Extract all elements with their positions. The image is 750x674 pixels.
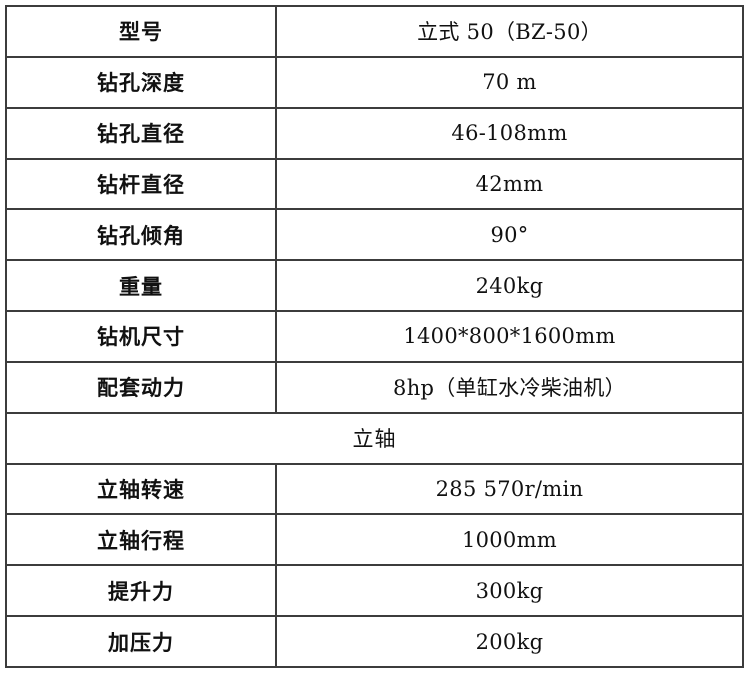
table-row: 立轴转速 285 570r/min [5,462,744,516]
table-row: 钻孔直径 46-108mm [5,106,744,160]
parameter-label-cell: 立轴行程 [5,513,277,567]
parameter-value-cell: 300kg [275,564,744,618]
table-row: 型号 立式 50（BZ-50） [5,5,744,58]
parameter-value-cell: 90° [275,208,744,262]
section-header-cell: 立轴 [5,411,744,465]
table-row: 钻孔倾角 90° [5,208,744,262]
parameter-label-cell: 钻杆直径 [5,157,277,211]
parameter-label-cell: 型号 [5,5,277,58]
table-row: 配套动力 8hp（单缸水冷柴油机） [5,360,744,414]
table-row: 钻机尺寸 1400*800*1600mm [5,310,744,363]
parameter-label-cell: 钻孔倾角 [5,208,277,262]
parameter-label-cell: 钻机尺寸 [5,310,277,363]
parameter-value-cell: 200kg [275,615,744,668]
parameter-label-cell: 钻孔直径 [5,106,277,160]
parameter-label-cell: 配套动力 [5,360,277,414]
parameter-value-cell: 42mm [275,157,744,211]
parameter-label-cell: 重量 [5,259,277,313]
parameter-value-cell: 70 m [275,55,744,109]
table-row: 立轴行程 1000mm [5,513,744,567]
parameter-label-cell: 钻孔深度 [5,55,277,109]
specification-table-container: 型号 立式 50（BZ-50） 钻孔深度 70 m 钻孔直径 46-108mm 钻杆直径 42… [5,5,744,668]
parameter-value-cell: 1400*800*1600mm [275,310,744,363]
parameter-value-cell: 285 570r/min [275,462,744,516]
table-row: 钻杆直径 42mm [5,157,744,211]
parameter-value-cell: 立式 50（BZ-50） [275,5,744,58]
table-row: 重量 240kg [5,259,744,313]
table-section-row: 立轴 [5,411,744,465]
table-row: 提升力 300kg [5,564,744,618]
parameter-label-cell: 加压力 [5,615,277,668]
table-body: 型号 立式 50（BZ-50） 钻孔深度 70 m 钻孔直径 46-108mm 钻杆直径 42… [5,5,744,668]
parameter-value-cell: 1000mm [275,513,744,567]
parameter-label-cell: 提升力 [5,564,277,618]
parameter-value-cell: 8hp（单缸水冷柴油机） [275,360,744,414]
table-row: 钻孔深度 70 m [5,55,744,109]
parameter-label-cell: 立轴转速 [5,462,277,516]
table-row: 加压力 200kg [5,615,744,668]
parameter-value-cell: 240kg [275,259,744,313]
drilling-rig-specification-table: 型号 立式 50（BZ-50） 钻孔深度 70 m 钻孔直径 46-108mm 钻杆直径 42… [5,5,744,668]
parameter-value-cell: 46-108mm [275,106,744,160]
